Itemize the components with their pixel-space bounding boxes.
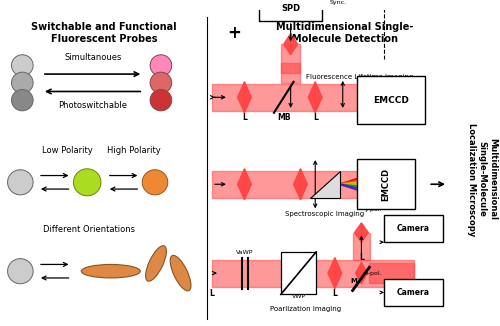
Text: VaWP: VaWP [236, 250, 253, 255]
Bar [352, 232, 370, 259]
Text: y-pol.: y-pol. [364, 207, 382, 212]
Bar [384, 215, 443, 242]
Polygon shape [362, 223, 368, 242]
Polygon shape [300, 169, 308, 200]
Text: L: L [332, 289, 338, 298]
Text: Camera: Camera [397, 288, 430, 297]
Text: Camera: Camera [397, 224, 430, 233]
Circle shape [8, 170, 33, 195]
Bar [281, 64, 300, 83]
Text: Fluorescence Lifetime Imaging: Fluorescence Lifetime Imaging [306, 74, 413, 80]
Circle shape [150, 90, 172, 111]
Bar [281, 252, 316, 294]
Polygon shape [290, 34, 298, 55]
Circle shape [150, 55, 172, 76]
Text: Low Polarity: Low Polarity [42, 146, 93, 155]
Bar [212, 259, 414, 287]
Text: MB: MB [277, 113, 290, 123]
Text: Sync.: Sync. [330, 0, 347, 5]
Bar [259, 0, 322, 21]
Bar [281, 44, 300, 73]
Bar [212, 171, 394, 198]
Text: Multidimensional Single-
Molecule Detection: Multidimensional Single- Molecule Detect… [276, 22, 413, 43]
Text: EMCCD: EMCCD [373, 96, 409, 105]
Circle shape [150, 72, 172, 94]
Text: M: M [350, 278, 358, 284]
Text: Different Orientations: Different Orientations [43, 226, 135, 234]
Polygon shape [244, 82, 252, 113]
Text: EMCCD: EMCCD [382, 168, 390, 201]
Bar [370, 263, 414, 283]
Text: Multidimensional
Single-Molecule
Localization Microscopy: Multidimensional Single-Molecule Localiz… [468, 123, 497, 236]
Ellipse shape [82, 264, 140, 278]
Text: Photoswitchable: Photoswitchable [58, 101, 128, 110]
Text: Switchable and Functional
Fluorescent Probes: Switchable and Functional Fluorescent Pr… [31, 22, 176, 43]
Text: SPD: SPD [281, 4, 300, 13]
Text: VWP: VWP [292, 294, 306, 299]
Polygon shape [354, 223, 362, 242]
Text: L: L [313, 113, 318, 123]
Circle shape [12, 55, 33, 76]
Polygon shape [362, 262, 368, 284]
Polygon shape [315, 82, 322, 113]
Text: L: L [359, 253, 364, 261]
Polygon shape [294, 169, 300, 200]
Ellipse shape [146, 246, 167, 281]
Text: Poarlization Imaging: Poarlization Imaging [270, 306, 341, 312]
Polygon shape [238, 169, 244, 200]
Polygon shape [335, 258, 342, 289]
Circle shape [12, 90, 33, 111]
Bar [384, 279, 443, 306]
Polygon shape [244, 169, 252, 200]
Polygon shape [238, 82, 244, 113]
Text: Simultanoues: Simultanoues [64, 52, 122, 62]
Text: L: L [210, 289, 214, 298]
Text: L: L [242, 113, 247, 123]
Polygon shape [284, 34, 290, 55]
Text: High Polarity: High Polarity [106, 146, 160, 155]
Text: L: L [411, 289, 416, 298]
Text: +: + [228, 24, 241, 42]
Circle shape [74, 169, 101, 196]
Bar [212, 84, 394, 111]
Bar [356, 76, 426, 124]
Polygon shape [310, 171, 340, 198]
Polygon shape [328, 258, 335, 289]
Circle shape [8, 259, 33, 284]
Circle shape [12, 72, 33, 94]
Polygon shape [308, 82, 315, 113]
Ellipse shape [170, 255, 191, 291]
Bar [356, 159, 416, 209]
Circle shape [142, 170, 168, 195]
Text: x-pol.: x-pol. [364, 271, 382, 276]
Polygon shape [356, 262, 362, 284]
Text: Spectroscopic Imaging: Spectroscopic Imaging [286, 211, 364, 217]
